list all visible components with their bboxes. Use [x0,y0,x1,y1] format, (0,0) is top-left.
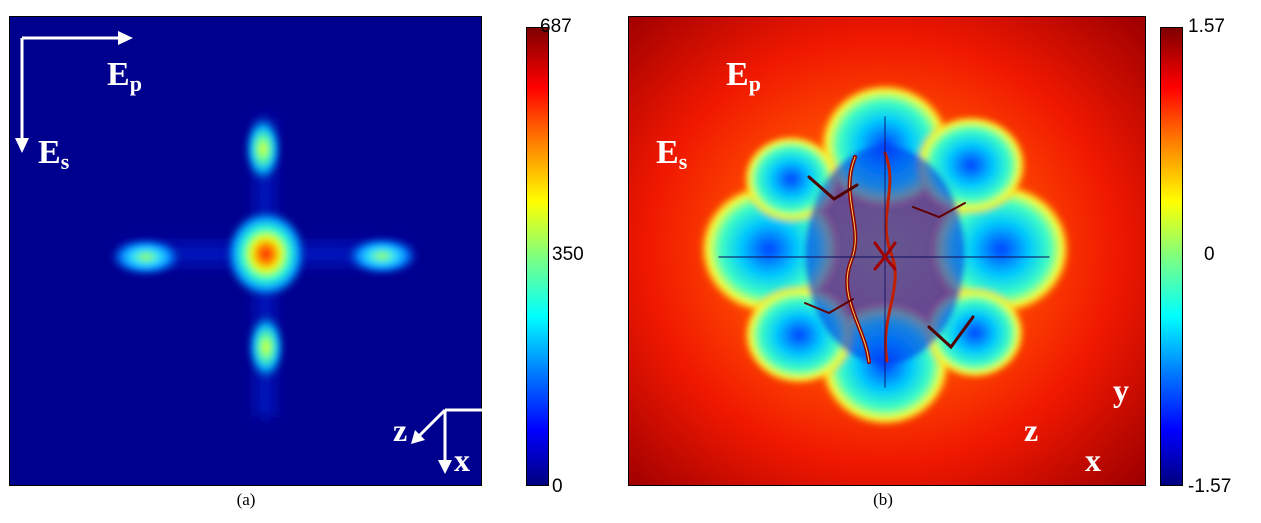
lobe-bottom [246,311,286,383]
phase-lobe-right [931,183,1071,315]
caption-a: (a) [236,490,256,509]
heatmap-b-frame [628,16,1146,486]
lobe-left [108,237,184,277]
heatmap-a [10,17,481,485]
label-es-a: Es [38,134,70,174]
label-es-b: Es [656,134,688,174]
colorbar-a [526,27,549,486]
label-ep-a: Ep [107,56,142,96]
axis-label-x-a: x [454,442,470,478]
label-ep-b: Ep [726,56,761,96]
phase-discontinuities [718,116,1050,388]
lobe-top [243,113,283,185]
colorbar-b [1160,27,1183,486]
colorbar-b-tick-mid: 0 [1204,244,1215,265]
colorbar-b-tick-min: -1.57 [1188,476,1232,497]
lobe-right [344,236,420,276]
colorbar-a-tick-mid: 350 [552,244,584,265]
axis-label-y-a: y [482,372,498,408]
axis-label-z-b: z [1024,412,1039,448]
colorbar-a-tick-max: 687 [540,16,572,37]
phase-lobe-upper-left [743,135,839,223]
heatmap-b [629,17,1145,485]
axis-label-z-a: z [393,412,408,448]
axis-label-x-b: x [1085,442,1101,478]
heatmap-a-frame [9,16,482,486]
colorbar-b-tick-max: 1.57 [1188,16,1225,37]
peak-center [224,208,308,300]
axis-label-y-b: y [1113,372,1129,408]
caption-b: (b) [873,490,893,509]
colorbar-a-tick-min: 0 [552,476,563,497]
